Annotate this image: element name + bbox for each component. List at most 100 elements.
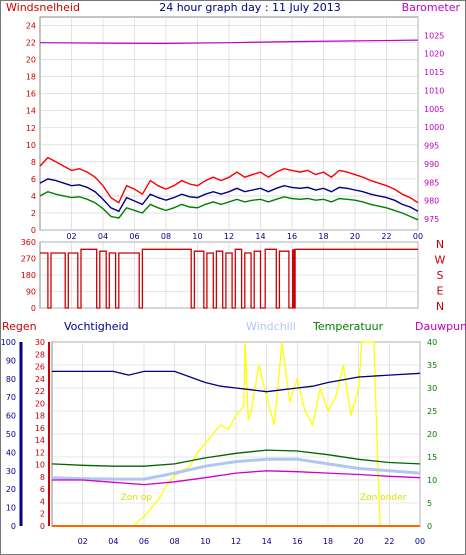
temperature-tick-label: 15 [427, 453, 437, 462]
barometer-tick-label: 990 [424, 160, 439, 169]
wind-tick-label: 2 [31, 209, 36, 218]
humidity-tick-label: 60 [6, 412, 16, 421]
legend-item: Dauwpunt [415, 320, 466, 333]
wind-x-tick-label: 18 [318, 232, 328, 241]
rain-tick-label: 16 [35, 424, 45, 433]
rain-tick-label: 8 [40, 473, 45, 482]
rain-tick-label: 2 [40, 510, 45, 519]
wind-tick-label: 24 [26, 22, 36, 31]
barometer-tick-label: 980 [424, 197, 439, 206]
direction-line [40, 248, 418, 309]
rain-tick-label: 14 [35, 436, 45, 445]
direction-tick-label: 360 [21, 238, 36, 247]
wind-x-tick-label: 22 [381, 232, 391, 241]
wind_gust-line [39, 156, 419, 204]
wind-tick-label: 6 [31, 175, 36, 184]
wind-x-tick-label: 10 [192, 232, 202, 241]
rain-tick-label: 20 [35, 399, 45, 408]
barometer-right-axis: 975 980 985 990 995 1000 1005 1010 1015 1020 1025 [424, 31, 444, 224]
wind-axis-title: Windsnelheid [6, 1, 80, 14]
wind-x-tick-label: 04 [98, 232, 108, 241]
rain-tick-label: 22 [35, 387, 45, 396]
rain-tick-label: 4 [40, 497, 45, 506]
temperature-tick-label: 10 [427, 476, 437, 485]
wind-x-tick-label: 20 [350, 232, 360, 241]
windchill-line [51, 457, 421, 481]
barometer-tick-label: 995 [424, 142, 439, 151]
wind-series [39, 39, 419, 221]
humidity-tick-label: 40 [6, 448, 16, 457]
climate-x-tick-label: 14 [262, 537, 272, 546]
climate-x-tick-label: 02 [78, 537, 88, 546]
direction-tick-label: 180 [21, 271, 36, 280]
wind-x-tick-label: 16 [287, 232, 297, 241]
temperature-tick-label: 25 [427, 407, 437, 416]
temperature-axis: 0 5 10 15 20 25 30 35 40 [427, 338, 437, 531]
wind-tick-label: 4 [31, 192, 36, 201]
climate-x-tick-label: 06 [139, 537, 149, 546]
legend-item: Regen [2, 320, 37, 333]
humidity-tick-label: 70 [6, 393, 16, 402]
humidity-tick-label: 50 [6, 430, 16, 439]
barometer-line [39, 39, 419, 45]
humidity-tick-label: 80 [6, 375, 16, 384]
wind-x-tick-label: 12 [224, 232, 234, 241]
sun-annotation-label: Zon op [121, 493, 153, 503]
barometer-tick-label: 1000 [424, 123, 444, 132]
direction-tick-label: 270 [21, 255, 36, 264]
barometer-tick-label: 1020 [424, 50, 444, 59]
rain-tick-label: 10 [35, 461, 45, 470]
legend-item: Windchill [246, 320, 296, 333]
direction-tick-label: 0 [31, 304, 36, 313]
temperature-tick-label: 5 [427, 499, 432, 508]
wind-x-tick-label: 00 [413, 232, 423, 241]
direction-grid [40, 241, 419, 309]
climate-x-tick-label: 20 [354, 537, 364, 546]
rain-tick-label: 30 [35, 338, 45, 347]
climate-x-tick-label: 08 [170, 537, 180, 546]
humidity-tick-label: 100 [1, 338, 16, 347]
compass-label: N [436, 300, 444, 313]
wind-x-tick-label: 08 [161, 232, 171, 241]
wind-tick-label: 16 [26, 90, 36, 99]
compass-label: N [436, 238, 444, 251]
humidity-tick-label: 30 [6, 467, 16, 476]
barometer-tick-label: 1015 [424, 68, 444, 77]
wind-tick-label: 22 [26, 39, 36, 48]
climate-series [51, 341, 421, 527]
compass-label: E [437, 285, 444, 298]
rain-tick-label: 28 [35, 350, 45, 359]
temperature-tick-label: 20 [427, 430, 437, 439]
wind-tick-label: 20 [26, 56, 36, 65]
temperature-tick-label: 30 [427, 384, 437, 393]
wind-x-tick-label: 06 [129, 232, 139, 241]
barometer-tick-label: 975 [424, 215, 439, 224]
humidity-tick-label: 0 [11, 522, 16, 531]
climate-x-tick-label: 04 [108, 537, 118, 546]
climate-x-tick-label: 18 [323, 537, 333, 546]
rain-tick-label: 26 [35, 363, 45, 372]
wind-tick-label: 14 [26, 107, 36, 116]
temperature-tick-label: 0 [427, 522, 432, 531]
climate-legend: Regen Vochtigheid Windchill Temperatuur Dauw… [2, 320, 466, 333]
wind-tick-label: 8 [31, 158, 36, 167]
wind-tick-label: 10 [26, 141, 36, 150]
wind-grid [40, 17, 419, 231]
wind-x-axis: 02 04 06 08 10 12 14 16 18 20 22 00 [66, 232, 423, 241]
climate-x-tick-label: 12 [231, 537, 241, 546]
direction-series [40, 248, 418, 309]
direction-left-axis: 0 90 180 270 360 [21, 238, 36, 313]
wind-tick-label: 12 [26, 124, 36, 133]
compass-label: W [435, 254, 446, 267]
humidity-tick-label: 10 [6, 504, 16, 513]
wind-x-tick-label: 02 [66, 232, 76, 241]
rain-tick-label: 0 [40, 522, 45, 531]
rain-tick-label: 18 [35, 412, 45, 421]
sun-annotations: Zon op Zon onder [121, 493, 407, 503]
wind-x-tick-label: 14 [255, 232, 265, 241]
climate-x-tick-label: 16 [292, 537, 302, 546]
